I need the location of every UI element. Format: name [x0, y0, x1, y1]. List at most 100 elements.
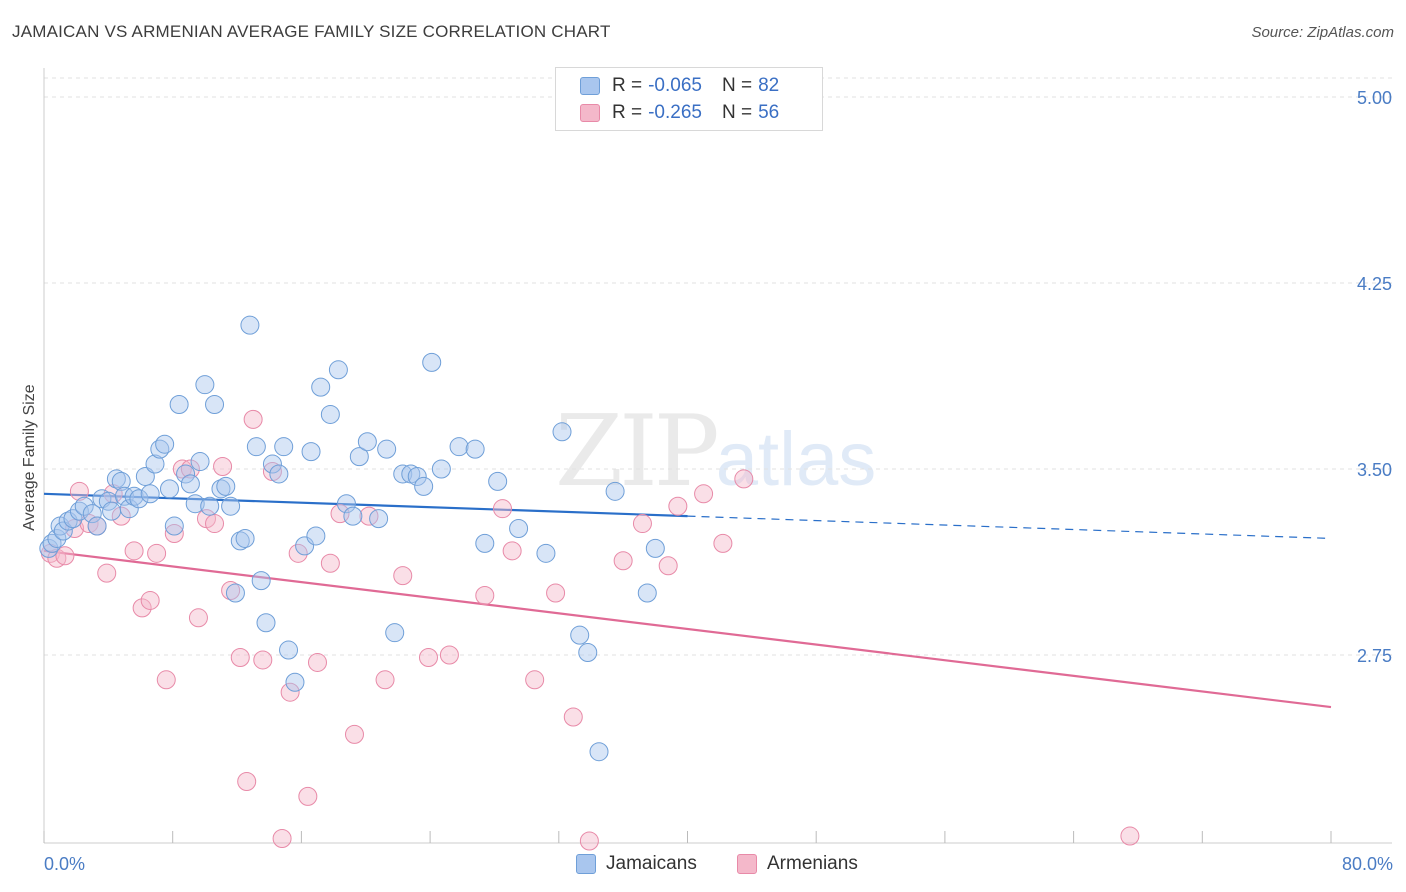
jamaicans-point — [589, 742, 609, 762]
armenians-point — [147, 543, 167, 563]
armenians-point — [734, 469, 754, 489]
armenians-trend — [43, 549, 1332, 709]
armenians-point — [492, 499, 512, 519]
jamaicans-point — [185, 494, 205, 514]
jamaicans-point — [74, 496, 94, 516]
jamaicans-trend — [43, 492, 1332, 540]
jamaicans-point — [414, 476, 434, 496]
source-label: Source: ZipAtlas.com — [1251, 24, 1394, 41]
jamaicans-point — [385, 623, 405, 643]
jamaicans-point — [637, 583, 657, 603]
armenians-point — [320, 553, 340, 573]
armenians-point — [546, 583, 566, 603]
jamaicans-point — [274, 437, 294, 457]
legend-n-label: N = — [721, 75, 753, 96]
legend-n-value: 82 — [758, 75, 780, 96]
armenians-point — [253, 650, 273, 670]
armenians-point — [237, 771, 257, 791]
grid-lines — [44, 77, 1392, 656]
jamaicans-point — [328, 360, 348, 380]
jamaicans-point — [269, 464, 289, 484]
jamaicans-point — [176, 464, 196, 484]
jamaicans-point — [422, 352, 442, 372]
jamaicans-legend-label: Jamaicans — [606, 853, 697, 874]
armenians-point — [172, 459, 192, 479]
jamaicans-point — [256, 613, 276, 633]
jamaicans-swatch — [580, 77, 600, 95]
armenians-point — [288, 543, 308, 563]
tick-labels: 5.00 4.25 3.50 2.75 0.0% 80.0% Average Family … — [21, 88, 1393, 874]
jamaicans-point — [343, 506, 363, 526]
jamaicans-point — [111, 471, 131, 491]
armenians-point — [579, 831, 599, 851]
armenians-point — [375, 670, 395, 690]
y-tick-label: 4.25 — [1357, 274, 1392, 294]
jamaicans-point — [63, 509, 83, 529]
legend-r-label: R = — [612, 75, 643, 96]
jamaicans-point — [262, 454, 282, 474]
jamaicans-point — [235, 528, 255, 548]
armenians-point — [525, 670, 545, 690]
jamaicans-point — [82, 504, 102, 524]
jamaicans-point — [119, 499, 139, 519]
jamaicans-point — [605, 481, 625, 501]
jamaicans-point — [140, 484, 160, 504]
x-tick-label-left: 0.0% — [44, 854, 85, 874]
armenians-point — [344, 724, 364, 744]
watermark-zip: ZIP — [555, 395, 720, 509]
armenians-point — [694, 484, 714, 504]
armenians-point — [713, 533, 733, 553]
jamaicans-point — [645, 538, 665, 558]
jamaicans-point — [536, 543, 556, 563]
jamaicans-point — [87, 516, 107, 536]
jamaicans-point — [106, 469, 126, 489]
jamaicans-point — [169, 395, 189, 415]
jamaicans-point — [377, 439, 397, 459]
armenians-point — [65, 519, 85, 539]
jamaicans-point — [509, 519, 529, 539]
armenians-point — [221, 581, 241, 601]
jamaicans-point — [393, 464, 413, 484]
jamaicans-point — [159, 479, 179, 499]
jamaicans-point — [124, 486, 144, 506]
jamaicans-point — [285, 672, 305, 692]
armenians-point — [124, 541, 144, 561]
legend-r-value: -0.265 — [648, 102, 702, 123]
jamaicans-point — [336, 494, 356, 514]
legend-row-jamaicans: R = -0.065 N = 82 — [580, 74, 779, 98]
armenians-point — [1120, 826, 1140, 846]
armenians-point — [55, 546, 75, 566]
jamaicans-point — [279, 640, 299, 660]
jamaicans-point — [570, 625, 590, 645]
armenians-point — [418, 647, 438, 667]
armenians-point — [230, 647, 250, 667]
armenians-point — [205, 514, 225, 534]
armenians-point — [307, 652, 327, 672]
armenians-point — [658, 556, 678, 576]
jamaicans-point — [200, 496, 220, 516]
armenians-point — [156, 670, 176, 690]
x-tick-label-right: 80.0% — [1342, 854, 1393, 874]
jamaicans-point — [102, 501, 122, 521]
jamaicans-point — [190, 452, 210, 472]
jamaicans-point — [246, 437, 266, 457]
legend-r-label: R = — [612, 102, 643, 123]
jamaicans-point — [225, 583, 245, 603]
legend-row-armenians: R = -0.265 N = 56 — [580, 101, 779, 125]
armenians-point — [111, 506, 131, 526]
y-tick-label: 5.00 — [1357, 88, 1392, 108]
axes — [43, 68, 1392, 844]
armenians-point — [69, 481, 89, 501]
jamaicans-point — [145, 454, 165, 474]
jamaicans-point — [449, 437, 469, 457]
jamaicans-point — [357, 432, 377, 452]
armenians-trend-solid — [43, 549, 1332, 709]
armenians-swatch — [580, 104, 600, 122]
armenians-legend-label: Armenians — [767, 853, 858, 874]
jamaicans-trend-dashed — [687, 515, 1332, 540]
jamaicans-point — [306, 526, 326, 546]
armenians-point — [668, 496, 688, 516]
jamaicans-point — [578, 643, 598, 663]
jamaicans-point — [205, 395, 225, 415]
